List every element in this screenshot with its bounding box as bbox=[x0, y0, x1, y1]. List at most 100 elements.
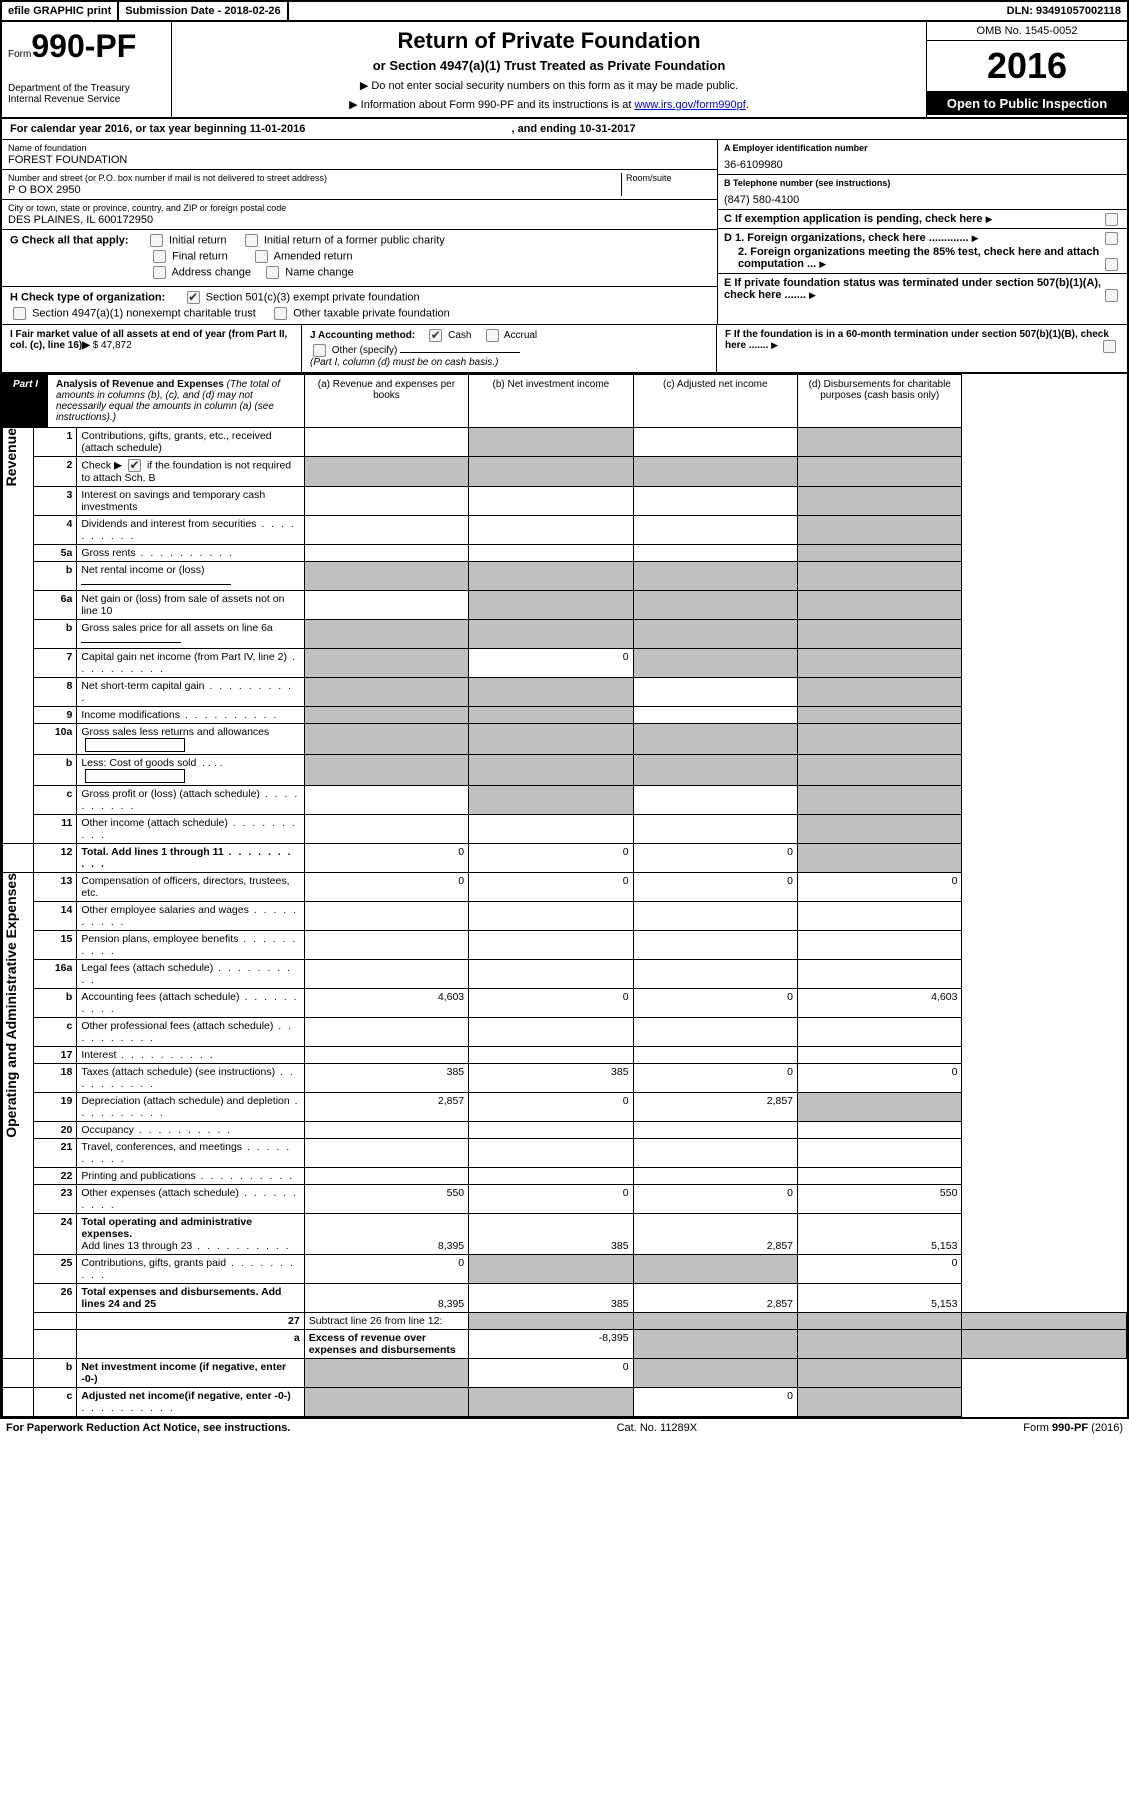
checkbox-c[interactable] bbox=[1105, 213, 1118, 226]
opt-4947: Section 4947(a)(1) nonexempt charitable … bbox=[32, 307, 256, 319]
table-row: 3Interest on savings and temporary cash … bbox=[3, 487, 1127, 516]
table-row: 5aGross rents bbox=[3, 545, 1127, 562]
cell: 0 bbox=[798, 1064, 962, 1093]
rowdesc: Dividends and interest from securities bbox=[77, 516, 304, 545]
tel-cell: B Telephone number (see instructions) (8… bbox=[718, 175, 1127, 210]
header-row: Form990-PF Department of the Treasury In… bbox=[2, 22, 1127, 119]
rowdesc: Excess of revenue over expenses and disb… bbox=[304, 1330, 468, 1359]
arrow-icon bbox=[819, 258, 826, 270]
r2-prefix: Check ▶ bbox=[81, 459, 122, 471]
table-row: 6aNet gain or (loss) from sale of assets… bbox=[3, 591, 1127, 620]
rownum: 9 bbox=[34, 707, 77, 724]
checkbox-other-method[interactable] bbox=[313, 344, 326, 357]
room-label: Room/suite bbox=[626, 173, 711, 183]
revenue-label: Revenue bbox=[3, 428, 19, 486]
instructions-link[interactable]: www.irs.gov/form990pf bbox=[635, 99, 746, 111]
checkbox-accrual[interactable] bbox=[486, 329, 499, 342]
col-c-header: (c) Adjusted net income bbox=[633, 375, 797, 428]
i-box: I Fair market value of all assets at end… bbox=[2, 325, 302, 372]
rowdesc: Subtract line 26 from line 12: bbox=[304, 1313, 468, 1330]
checkbox-amended[interactable] bbox=[255, 250, 268, 263]
checkbox-4947[interactable] bbox=[13, 307, 26, 320]
cell: 0 bbox=[469, 1093, 633, 1122]
checkbox-initial-return[interactable] bbox=[150, 234, 163, 247]
cell: 385 bbox=[304, 1064, 468, 1093]
part1-title: Analysis of Revenue and Expenses (The to… bbox=[48, 375, 304, 427]
checkbox-sch-b[interactable] bbox=[128, 459, 141, 472]
entity-info: Name of foundation FOREST FOUNDATION Num… bbox=[2, 140, 1127, 325]
table-row: 27Subtract line 26 from line 12: bbox=[3, 1313, 1127, 1330]
arrow-icon bbox=[809, 289, 816, 301]
table-row: aExcess of revenue over expenses and dis… bbox=[3, 1330, 1127, 1359]
cell: 0 bbox=[469, 1359, 633, 1388]
rowdesc: Contributions, gifts, grants paid bbox=[77, 1255, 304, 1284]
rownum: b bbox=[34, 1359, 77, 1388]
rowdesc: Net short-term capital gain bbox=[77, 678, 304, 707]
expenses-label: Operating and Administrative Expenses bbox=[3, 873, 19, 1138]
rowdesc: Compensation of officers, directors, tru… bbox=[77, 873, 304, 902]
form-number: Form990-PF bbox=[8, 28, 165, 65]
table-row: bAccounting fees (attach schedule)4,6030… bbox=[3, 989, 1127, 1018]
rowdesc: Total operating and administrative expen… bbox=[77, 1214, 304, 1255]
header-center: Return of Private Foundation or Section … bbox=[172, 22, 927, 117]
table-row: 24Total operating and administrative exp… bbox=[3, 1214, 1127, 1255]
j-accrual: Accrual bbox=[504, 330, 537, 341]
checkbox-501c3[interactable] bbox=[187, 291, 200, 304]
rownum: 13 bbox=[34, 873, 77, 902]
dept-treasury: Department of the Treasury bbox=[8, 83, 165, 94]
r10b-desc: Less: Cost of goods sold bbox=[81, 757, 196, 769]
cell: 385 bbox=[469, 1284, 633, 1313]
cell: 0 bbox=[469, 989, 633, 1018]
table-row: 26Total expenses and disbursements. Add … bbox=[3, 1284, 1127, 1313]
rownum: 15 bbox=[34, 931, 77, 960]
tel-value: (847) 580-4100 bbox=[724, 194, 1121, 206]
checkbox-cash[interactable] bbox=[429, 329, 442, 342]
checkbox-d1[interactable] bbox=[1105, 232, 1118, 245]
cell: 2,857 bbox=[633, 1214, 797, 1255]
checkbox-address-change[interactable] bbox=[153, 266, 166, 279]
rowdesc: Interest bbox=[77, 1047, 304, 1064]
checkbox-name-change[interactable] bbox=[266, 266, 279, 279]
cal-begin: 11-01-2016 bbox=[250, 123, 306, 135]
checkbox-d2[interactable] bbox=[1105, 258, 1118, 271]
dln: DLN: 93491057002118 bbox=[1001, 2, 1127, 20]
rowdesc: Less: Cost of goods sold . . . . bbox=[77, 755, 304, 786]
tel-label: B Telephone number (see instructions) bbox=[724, 178, 1121, 188]
table-row: 18Taxes (attach schedule) (see instructi… bbox=[3, 1064, 1127, 1093]
ein-cell: A Employer identification number 36-6109… bbox=[718, 140, 1127, 175]
checkbox-f[interactable] bbox=[1103, 340, 1116, 353]
note-ssn: ▶ Do not enter social security numbers o… bbox=[178, 79, 920, 92]
rownum: b bbox=[34, 620, 77, 649]
tax-year: 2016 bbox=[927, 41, 1127, 92]
rownum: 12 bbox=[34, 844, 77, 873]
rownum: c bbox=[34, 786, 77, 815]
rownum: 20 bbox=[34, 1122, 77, 1139]
cell: 550 bbox=[798, 1185, 962, 1214]
ein-value: 36-6109980 bbox=[724, 159, 1121, 171]
ij-row: I Fair market value of all assets at end… bbox=[2, 325, 1127, 374]
checkbox-other-taxable[interactable] bbox=[274, 307, 287, 320]
form-title: Return of Private Foundation bbox=[178, 28, 920, 54]
part1-table: Part I Analysis of Revenue and Expenses … bbox=[2, 374, 1127, 1417]
rowdesc: Occupancy bbox=[77, 1122, 304, 1139]
rownum: 21 bbox=[34, 1139, 77, 1168]
f-label: F If the foundation is in a 60-month ter… bbox=[725, 329, 1109, 351]
checkbox-e[interactable] bbox=[1105, 289, 1118, 302]
cell: 0 bbox=[798, 873, 962, 902]
rownum: 14 bbox=[34, 902, 77, 931]
checkbox-final[interactable] bbox=[153, 250, 166, 263]
c-label: C If exemption application is pending, c… bbox=[724, 213, 983, 225]
cell: 0 bbox=[304, 844, 468, 873]
h-check-row: H Check type of organization: Section 50… bbox=[2, 287, 717, 324]
open-public-badge: Open to Public Inspection bbox=[927, 92, 1127, 115]
table-row: bGross sales price for all assets on lin… bbox=[3, 620, 1127, 649]
d1-label: D 1. Foreign organizations, check here .… bbox=[724, 232, 969, 244]
rownum: 7 bbox=[34, 649, 77, 678]
cell: 0 bbox=[304, 1255, 468, 1284]
rownum: 18 bbox=[34, 1064, 77, 1093]
table-row: 17Interest bbox=[3, 1047, 1127, 1064]
rowdesc: Gross profit or (loss) (attach schedule) bbox=[77, 786, 304, 815]
table-row: bNet investment income (if negative, ent… bbox=[3, 1359, 1127, 1388]
e-label: E If private foundation status was termi… bbox=[724, 277, 1101, 301]
checkbox-initial-former[interactable] bbox=[245, 234, 258, 247]
